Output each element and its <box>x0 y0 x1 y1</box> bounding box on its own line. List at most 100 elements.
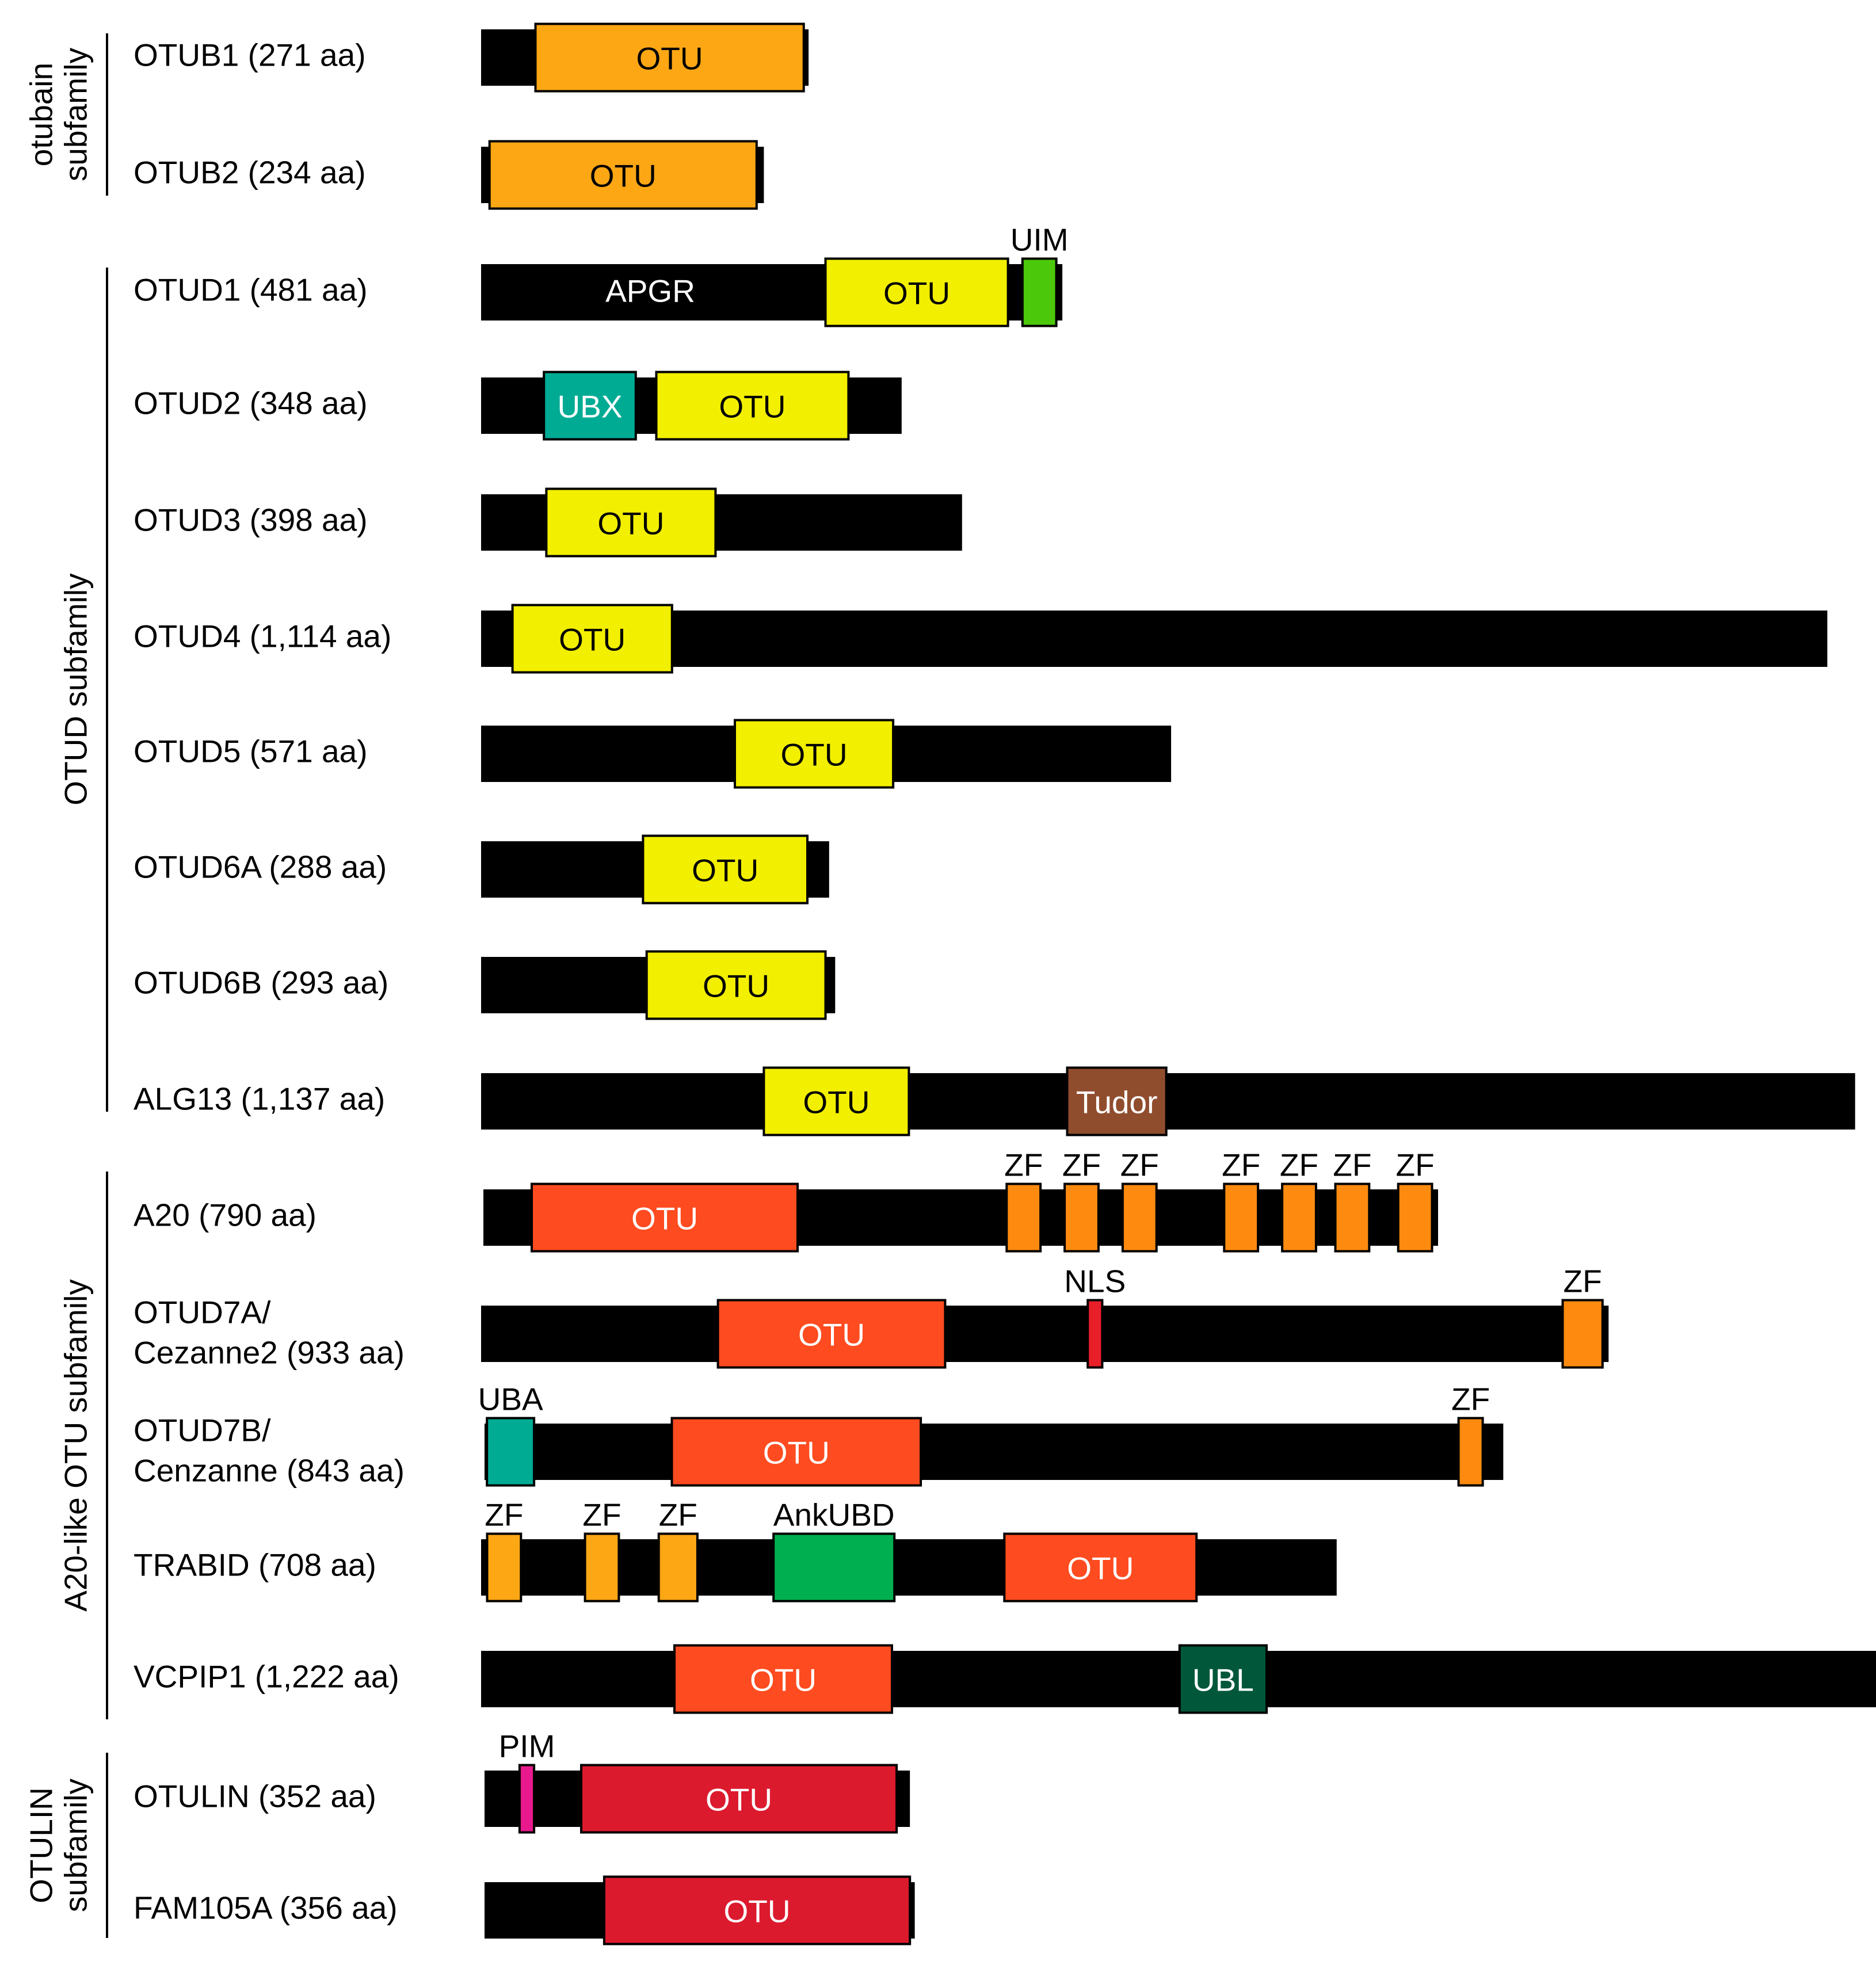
domain-box <box>1334 1182 1371 1253</box>
subfamily-label: subfamily <box>58 1778 94 1912</box>
domain-otu: OTU <box>488 140 758 210</box>
domain-callout-label: PIM <box>499 1729 555 1764</box>
domain-box <box>1178 1644 1268 1714</box>
domain-box <box>1561 1299 1604 1369</box>
domain-callout-label: ZF <box>1395 1147 1434 1183</box>
domain-zf: ZF <box>1280 1147 1318 1253</box>
protein-name: Cenzanne (843 aa) <box>134 1453 405 1489</box>
domain-box <box>531 1182 799 1253</box>
protein-row-otud3: OTUD3 (398 aa) OTU <box>134 487 962 558</box>
domain-callout-label: ZF <box>1222 1147 1260 1183</box>
domain-box <box>534 22 805 93</box>
domain-otu: OTU <box>642 834 809 905</box>
domain-label: UBL <box>1192 1662 1254 1698</box>
protein-name: OTUD6A (288 aa) <box>134 849 387 885</box>
domain-label: OTU <box>703 968 769 1004</box>
domain-callout-label: AnkUBD <box>773 1497 895 1533</box>
domain-box <box>603 1875 912 1945</box>
domain-ubx: UBX <box>543 371 637 441</box>
domain-box <box>824 257 1009 327</box>
domain-box <box>670 1417 922 1487</box>
domain-box <box>1121 1182 1158 1253</box>
domain-otu: OTU <box>511 604 673 674</box>
domain-zf: ZF <box>1333 1147 1372 1253</box>
domain-label: OTU <box>719 389 786 425</box>
protein-row-otud7b: OTUD7B/Cenzanne (843 aa) UBA OTU ZF <box>134 1382 1504 1489</box>
domain-uba: UBA <box>478 1382 543 1487</box>
domain-zf: ZF <box>1451 1382 1490 1487</box>
subfamily-label: A20-like OTU subfamily <box>58 1279 94 1612</box>
domain-label: OTU <box>883 276 950 311</box>
domain-box <box>657 1532 699 1603</box>
domain-label: Tudor <box>1076 1085 1158 1120</box>
domain-box <box>673 1644 893 1714</box>
protein-row-otud2: OTUD2 (348 aa) UBX OTU <box>134 371 902 441</box>
domain-box <box>545 487 717 558</box>
domain-box <box>1003 1532 1198 1603</box>
protein-backbone <box>485 1424 1504 1480</box>
domain-box <box>486 1532 523 1603</box>
domain-box <box>1457 1417 1484 1487</box>
protein-backbone <box>481 1306 1609 1362</box>
domain-label: OTU <box>597 506 664 541</box>
domain-pim: PIM <box>499 1729 555 1834</box>
protein-name: OTUD5 (571 aa) <box>134 734 368 769</box>
protein-name: OTUD2 (348 aa) <box>134 386 368 421</box>
domain-box <box>580 1764 898 1834</box>
protein-name: OTUB2 (234 aa) <box>134 155 366 190</box>
domain-label: OTU <box>780 737 847 773</box>
domain-zf: ZF <box>1062 1147 1101 1253</box>
protein-row-fam105a: FAM105A (356 aa) OTU <box>134 1875 915 1945</box>
domain-box <box>584 1532 620 1603</box>
domain-otu: OTU <box>645 950 827 1020</box>
protein-name: A20 (790 aa) <box>134 1197 317 1233</box>
domain-zf: ZF <box>1561 1264 1604 1369</box>
protein-name: OTUD7A/ <box>134 1295 271 1330</box>
domain-uim: UIM <box>1011 222 1069 327</box>
domain-label: OTU <box>692 853 758 888</box>
domain-callout-label: UIM <box>1011 222 1069 258</box>
domain-otu: OTU <box>673 1644 893 1714</box>
subfamily-otud: OTUD subfamily <box>58 268 108 1112</box>
domain-callout-label: ZF <box>1564 1264 1602 1299</box>
protein-row-a20: A20 (790 aa) OTU ZF ZF ZF ZF ZF ZF ZF <box>134 1147 1438 1253</box>
protein-row-vcpip1: VCPIP1 (1,222 aa) OTU UBL <box>134 1644 1876 1714</box>
domain-label: OTU <box>706 1782 772 1818</box>
domain-nls: NLS <box>1064 1264 1126 1369</box>
domain-zf: ZF <box>485 1497 524 1603</box>
protein-row-otud5: OTUD5 (571 aa) OTU <box>134 719 1172 789</box>
region-label: APGR <box>605 273 695 309</box>
protein-name: Cezanne2 (933 aa) <box>134 1335 405 1371</box>
domain-callout-label: ZF <box>582 1497 621 1533</box>
protein-name: OTUD1 (481 aa) <box>134 272 368 308</box>
domain-box <box>1086 1299 1104 1369</box>
protein-name: OTUD7B/ <box>134 1413 271 1448</box>
domain-box <box>543 371 637 441</box>
domain-ubl: UBL <box>1178 1644 1268 1714</box>
domain-otu: OTU <box>734 719 895 789</box>
protein-row-otud4: OTUD4 (1,114 aa) OTU <box>134 604 1828 674</box>
protein-name: OTULIN (352 aa) <box>134 1779 376 1814</box>
domain-box <box>1066 1066 1168 1136</box>
protein-row-otud1: OTUD1 (481 aa) APGR OTU UIM <box>134 222 1069 327</box>
domain-callout-label: NLS <box>1064 1264 1126 1299</box>
domain-label: OTU <box>1067 1551 1134 1586</box>
protein-backbone <box>481 611 1828 667</box>
domain-otu: OTU <box>824 257 1009 327</box>
domain-callout-label: ZF <box>1451 1382 1490 1417</box>
domain-label: OTU <box>750 1662 817 1698</box>
domain-otu: OTU <box>670 1417 922 1487</box>
domain-label: OTU <box>723 1894 790 1929</box>
protein-name: OTUD3 (398 aa) <box>134 502 368 538</box>
domain-zf: ZF <box>1120 1147 1159 1253</box>
protein-name: FAM105A (356 aa) <box>134 1890 398 1926</box>
subfamily-label: subfamily <box>58 47 94 181</box>
domain-otu: OTU <box>762 1066 910 1136</box>
protein-row-otulin: OTULIN (352 aa) PIM OTU <box>134 1729 910 1834</box>
domain-zf: ZF <box>657 1497 699 1603</box>
domain-zf: ZF <box>1395 1147 1435 1253</box>
domain-label: OTU <box>559 622 626 658</box>
domain-label: OTU <box>763 1435 830 1471</box>
